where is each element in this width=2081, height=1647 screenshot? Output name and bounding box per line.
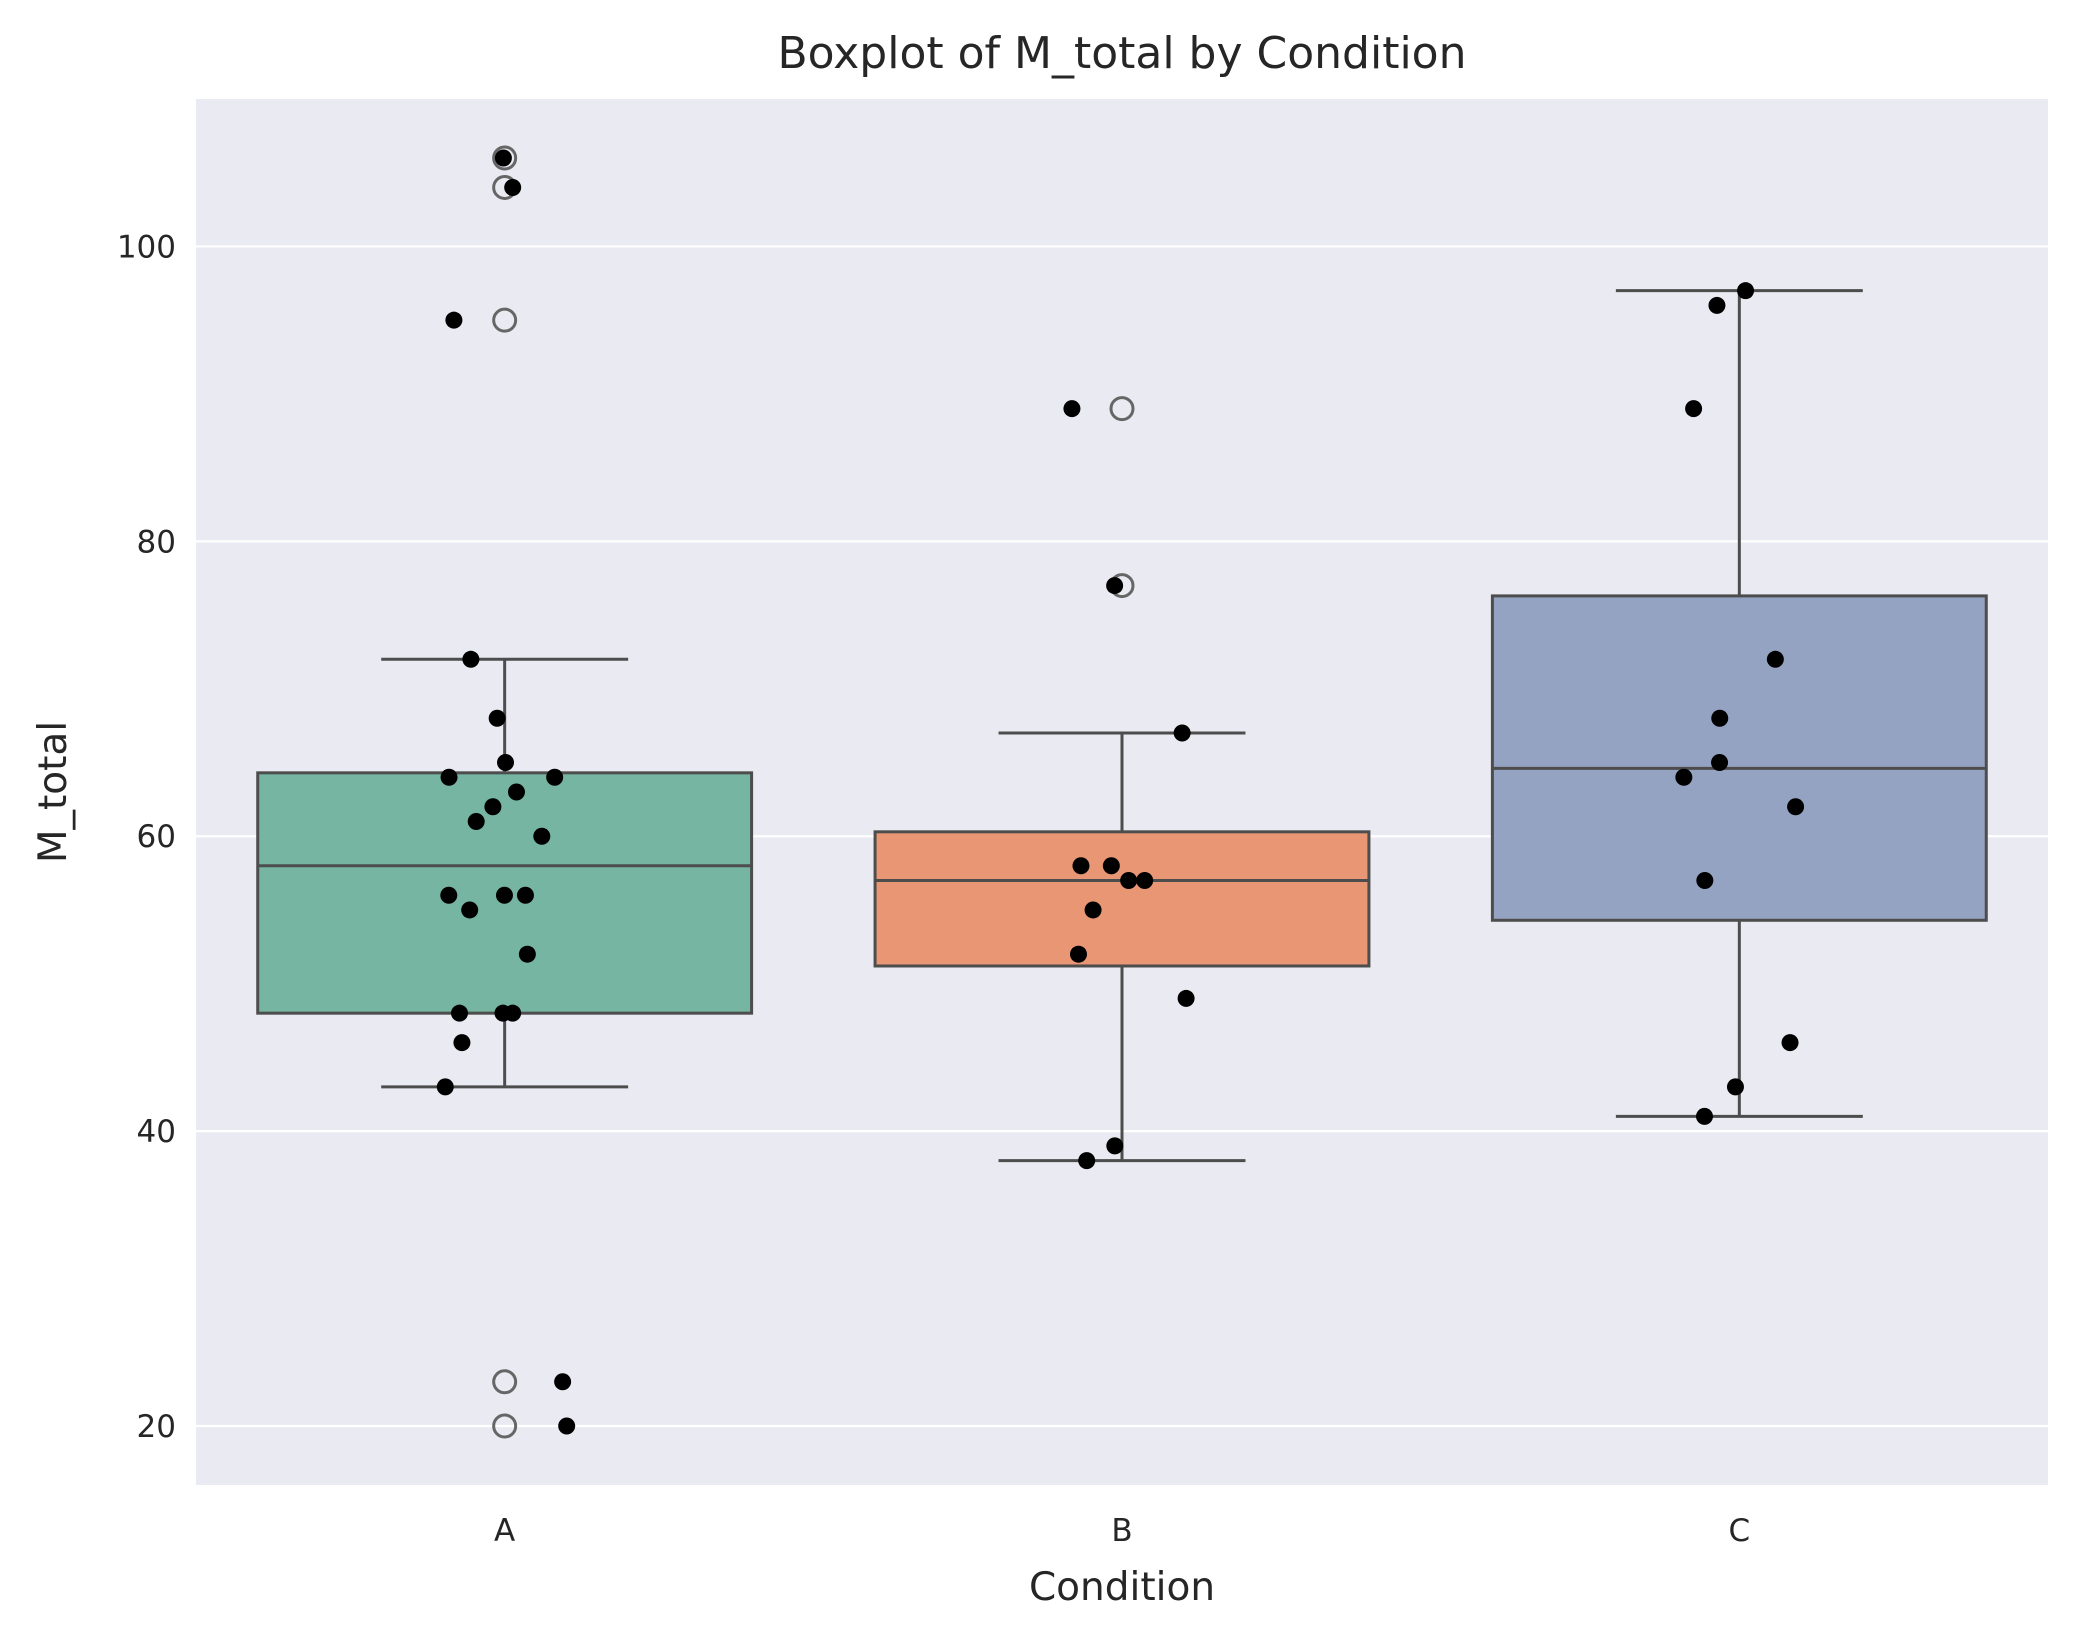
data-point	[1106, 1137, 1124, 1155]
data-point	[1787, 798, 1805, 816]
data-point	[1695, 1107, 1713, 1125]
x-tick-label: C	[1729, 1513, 1751, 1549]
data-point	[518, 945, 536, 963]
data-point	[1102, 857, 1120, 875]
data-point	[1072, 857, 1090, 875]
data-point	[1685, 400, 1703, 418]
data-point	[440, 886, 458, 904]
data-point	[516, 886, 534, 904]
data-point	[1177, 989, 1195, 1007]
data-point	[494, 149, 512, 167]
data-point	[494, 1004, 512, 1022]
data-point	[440, 768, 458, 786]
data-point	[1063, 400, 1081, 418]
points	[436, 149, 1805, 1435]
data-point	[462, 650, 480, 668]
data-point	[1069, 945, 1087, 963]
data-point	[1737, 282, 1755, 300]
data-point	[453, 1034, 471, 1052]
data-point	[497, 754, 515, 772]
data-point	[1136, 871, 1154, 889]
data-point	[533, 827, 551, 845]
tick-labels: 20 40 60 80 100 A B C	[117, 229, 1750, 1549]
data-point	[1120, 871, 1138, 889]
data-point	[495, 886, 513, 904]
data-point	[1766, 650, 1784, 668]
data-point	[1696, 871, 1714, 889]
chart-title: Boxplot of M_total by Condition	[778, 28, 1467, 79]
data-point	[507, 783, 525, 801]
data-point	[1711, 709, 1729, 727]
outlier-marker	[492, 307, 518, 333]
box-C	[1490, 594, 1988, 922]
data-point	[1675, 768, 1693, 786]
data-point	[461, 901, 479, 919]
data-point	[1084, 901, 1102, 919]
data-point	[558, 1417, 576, 1435]
outlier-marker	[1109, 396, 1135, 422]
box-B	[873, 830, 1371, 968]
data-point	[1726, 1078, 1744, 1096]
data-point	[436, 1078, 454, 1096]
y-axis-label: M_total	[31, 721, 76, 863]
data-point	[1781, 1034, 1799, 1052]
data-point	[1173, 724, 1191, 742]
outlier-marker	[492, 1369, 518, 1395]
box-group-B	[873, 396, 1371, 1163]
x-axis-label: Condition	[1029, 1565, 1215, 1610]
data-point	[451, 1004, 469, 1022]
data-point	[1078, 1152, 1096, 1170]
data-point	[504, 178, 522, 196]
data-point	[467, 812, 485, 830]
y-tick-label: 60	[137, 819, 176, 855]
x-tick-label: B	[1111, 1513, 1132, 1549]
outlier-marker	[492, 145, 518, 171]
data-point	[1711, 754, 1729, 772]
y-tick-label: 40	[137, 1114, 176, 1150]
y-tick-label: 80	[137, 524, 176, 560]
data-point	[554, 1373, 572, 1391]
outlier-marker	[492, 1413, 518, 1439]
y-tick-label: 100	[117, 229, 176, 265]
data-point	[488, 709, 506, 727]
data-point	[445, 311, 463, 329]
y-tick-label: 20	[137, 1409, 176, 1445]
data-point	[1708, 296, 1726, 314]
x-tick-label: A	[494, 1513, 515, 1549]
data-point	[1106, 577, 1124, 595]
data-point	[484, 798, 502, 816]
data-point	[546, 768, 564, 786]
